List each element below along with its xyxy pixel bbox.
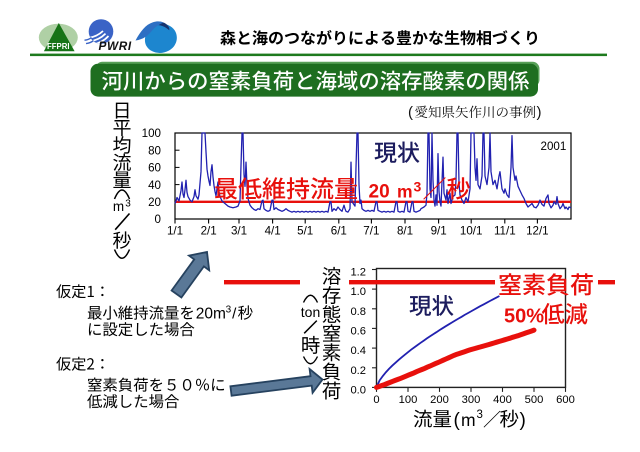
svg-text:200: 200	[430, 394, 449, 406]
svg-text:300: 300	[462, 394, 481, 406]
svg-text:0: 0	[155, 213, 161, 226]
svg-text:3: 3	[477, 409, 483, 421]
svg-text:0.2: 0.2	[350, 365, 366, 377]
svg-text:(: (	[408, 104, 413, 121]
svg-text:60: 60	[148, 162, 161, 175]
svg-text:80: 80	[148, 144, 161, 157]
svg-text:100: 100	[142, 127, 161, 140]
svg-text:50%: 50%	[504, 306, 544, 328]
svg-text:500: 500	[525, 394, 544, 406]
svg-text:8/1: 8/1	[397, 225, 413, 238]
svg-text:0.0: 0.0	[350, 384, 366, 396]
svg-text:11/1: 11/1	[494, 225, 516, 238]
svg-text:1.0: 1.0	[350, 286, 366, 298]
svg-text:/: /	[232, 306, 237, 323]
svg-text:3: 3	[125, 199, 131, 210]
svg-text:20: 20	[148, 196, 161, 209]
svg-text:m: m	[461, 410, 476, 430]
svg-text:10/1: 10/1	[460, 225, 483, 238]
svg-text:0.6: 0.6	[350, 325, 366, 337]
svg-text:2/1: 2/1	[201, 225, 217, 238]
svg-text:m: m	[113, 199, 124, 214]
svg-text:0.8: 0.8	[350, 306, 366, 318]
svg-text:ton: ton	[301, 304, 320, 320]
svg-text:3: 3	[414, 179, 422, 195]
svg-text:6/1: 6/1	[331, 225, 347, 238]
svg-text:7/1: 7/1	[363, 225, 379, 238]
svg-text:400: 400	[493, 394, 512, 406]
svg-text:FFPRI: FFPRI	[47, 42, 70, 51]
svg-text:): )	[537, 104, 542, 121]
svg-text:2001: 2001	[541, 140, 567, 153]
svg-text:5/1: 5/1	[297, 225, 313, 238]
svg-text:3/1: 3/1	[231, 225, 247, 238]
svg-text:100: 100	[399, 394, 418, 406]
svg-text:): )	[520, 410, 526, 431]
svg-text:m: m	[397, 182, 413, 202]
svg-text:40: 40	[148, 179, 161, 192]
svg-text:0: 0	[373, 394, 379, 406]
svg-text:600: 600	[556, 394, 575, 406]
svg-text:9/1: 9/1	[431, 225, 447, 238]
svg-text:1.2: 1.2	[350, 267, 366, 279]
svg-text:PWRI: PWRI	[99, 39, 132, 53]
svg-text:20: 20	[369, 182, 390, 203]
svg-text:(: (	[454, 410, 461, 431]
svg-text:3: 3	[226, 305, 232, 316]
svg-text:1/1: 1/1	[167, 225, 183, 238]
svg-text:4/1: 4/1	[265, 225, 281, 238]
svg-text:20m: 20m	[196, 306, 226, 323]
svg-text:12/1: 12/1	[526, 225, 549, 238]
svg-text:0.4: 0.4	[350, 345, 366, 357]
